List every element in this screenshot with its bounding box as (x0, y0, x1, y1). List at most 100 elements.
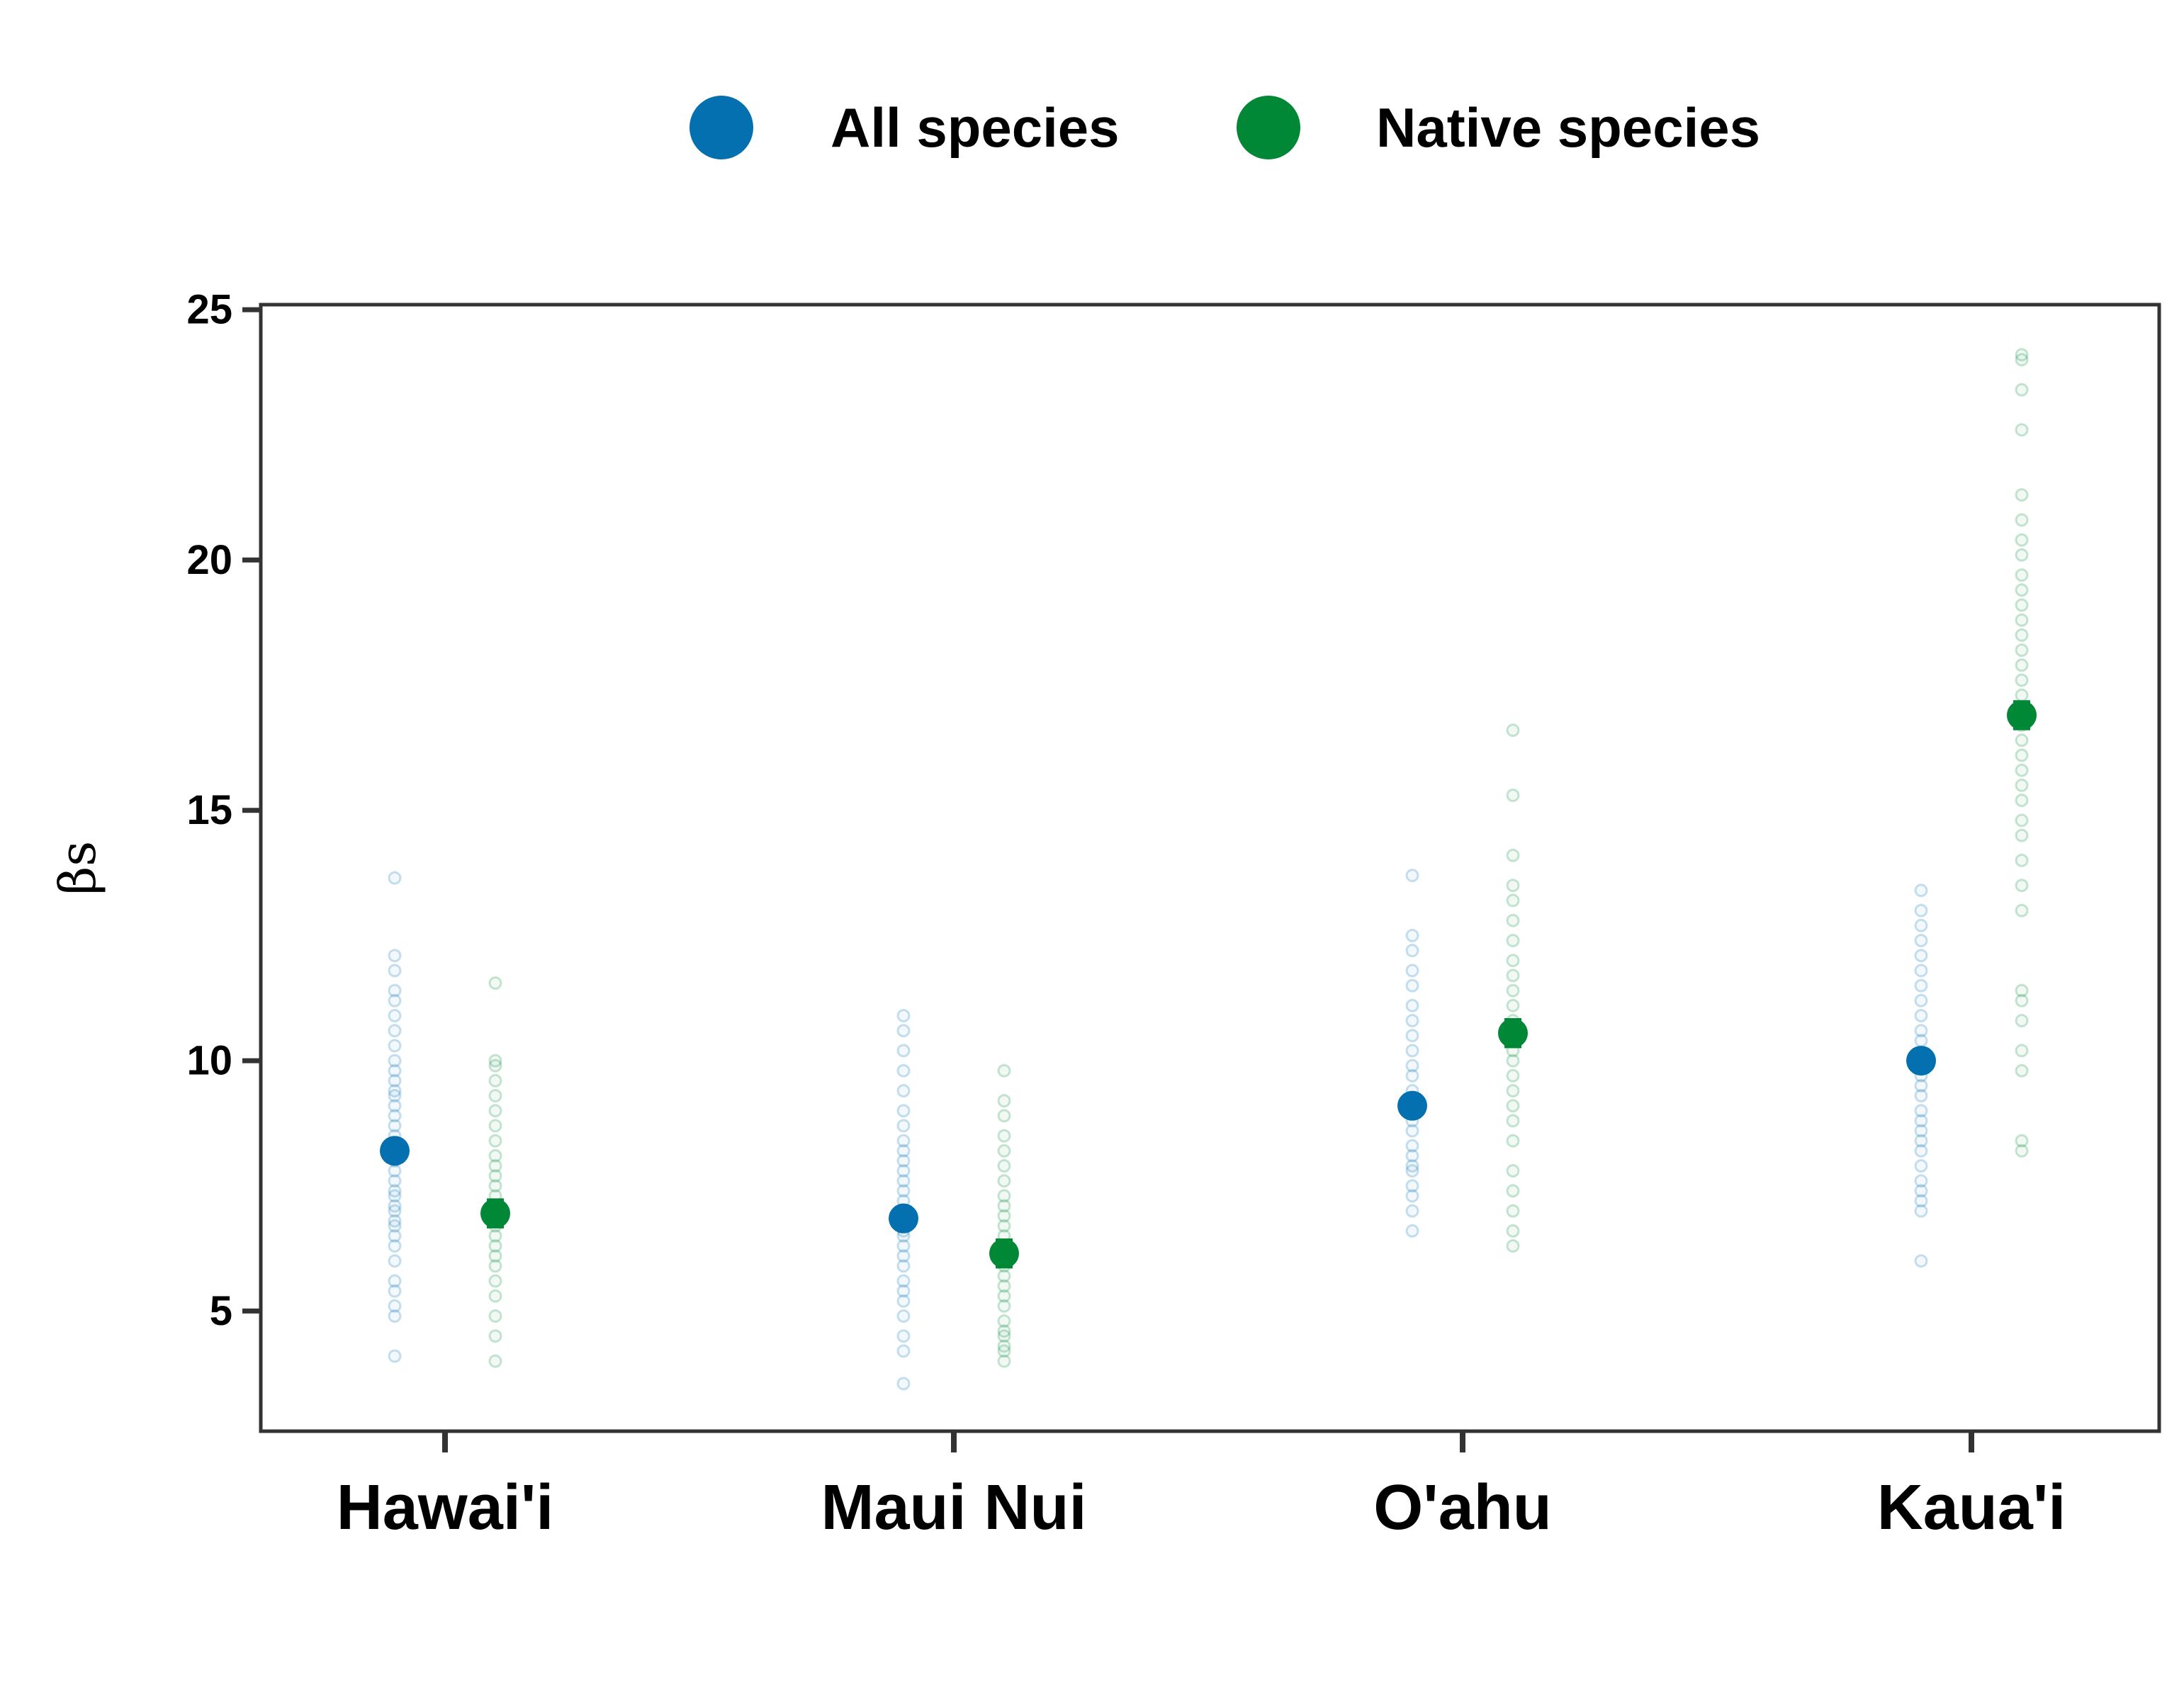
sample-point-native-species (1506, 969, 1520, 983)
sample-point-native-species (1506, 789, 1520, 802)
sample-point-native-species (997, 1279, 1011, 1293)
sample-point-all-species (1405, 978, 1419, 993)
y-tick-label: 10 (186, 1038, 232, 1084)
sample-point-native-species (997, 1094, 1011, 1108)
sample-point-all-species (1914, 1144, 1928, 1158)
sample-point-native-species (1506, 1099, 1520, 1113)
mean-point-all-species (1906, 1046, 1936, 1076)
sample-point-native-species (488, 1309, 502, 1323)
sample-point-all-species (1405, 869, 1419, 883)
sample-point-native-species (2015, 763, 2029, 777)
sample-point-all-species (388, 1189, 402, 1203)
sample-point-all-species (896, 1329, 911, 1343)
sample-point-all-species (1405, 964, 1419, 978)
sample-point-native-species (1506, 1134, 1520, 1148)
legend: All species Native species (689, 96, 1760, 159)
sample-point-all-species (896, 1249, 911, 1263)
sample-point-native-species (2015, 778, 2029, 792)
sample-point-native-species (1506, 848, 1520, 862)
legend-marker-all-species (689, 96, 753, 159)
sample-point-all-species (896, 1377, 911, 1391)
sample-point-native-species (2015, 1044, 2029, 1058)
sample-point-all-species (388, 1099, 402, 1113)
sample-point-native-species (2015, 533, 2029, 547)
plot-frame (259, 303, 2161, 1433)
sample-point-native-species (2015, 348, 2029, 362)
sample-point-native-species (488, 1289, 502, 1303)
sample-point-all-species (1405, 1148, 1419, 1163)
sample-point-native-species (2015, 548, 2029, 562)
sample-point-all-species (1405, 928, 1419, 942)
x-tick-label: Hawai'i (337, 1472, 554, 1543)
sample-point-all-species (1405, 1044, 1419, 1058)
sample-point-all-species (1914, 1024, 1928, 1038)
sample-point-native-species (1506, 1054, 1520, 1068)
sample-point-native-species (2015, 628, 2029, 642)
sample-point-all-species (388, 1054, 402, 1068)
sample-point-native-species (488, 1159, 502, 1173)
sample-point-all-species (388, 1109, 402, 1123)
sample-point-all-species (1405, 1068, 1419, 1083)
sample-point-all-species (388, 871, 402, 885)
sample-point-native-species (2015, 828, 2029, 842)
sample-point-native-species (997, 1159, 1011, 1173)
sample-point-all-species (1914, 978, 1928, 993)
legend-label-native-species: Native species (1376, 96, 1760, 159)
sample-point-all-species (388, 1214, 402, 1228)
sample-point-all-species (388, 1009, 402, 1022)
sample-point-all-species (388, 1284, 402, 1298)
sample-point-all-species (1914, 1194, 1928, 1208)
sample-point-all-species (896, 1344, 911, 1358)
legend-item-all-species: All species (689, 96, 1120, 159)
sample-point-native-species (1506, 1184, 1520, 1198)
sample-point-native-species (997, 1174, 1011, 1188)
sample-point-native-species (488, 1249, 502, 1263)
sample-point-native-species (1506, 879, 1520, 893)
sample-point-all-species (388, 1024, 402, 1038)
sample-point-all-species (388, 983, 402, 998)
sample-point-all-species (388, 949, 402, 963)
sample-point-all-species (1405, 944, 1419, 958)
sample-point-native-species (2015, 983, 2029, 998)
sample-point-all-species (388, 1073, 402, 1088)
sample-point-native-species (997, 1299, 1011, 1313)
sample-point-all-species (1405, 998, 1419, 1012)
y-tick-label: 5 (210, 1288, 232, 1334)
sample-point-all-species (896, 1084, 911, 1097)
sample-point-all-species (896, 1184, 911, 1198)
sample-point-native-species (1506, 1068, 1520, 1083)
mean-point-native-species (480, 1198, 510, 1229)
sample-point-native-species (488, 1134, 502, 1148)
sample-point-all-species (1405, 1164, 1419, 1178)
sample-point-all-species (896, 1063, 911, 1078)
sample-point-native-species (488, 1059, 502, 1073)
mean-point-all-species (889, 1203, 918, 1234)
sample-point-native-species (2015, 794, 2029, 808)
sample-point-native-species (1506, 913, 1520, 927)
sample-point-all-species (896, 1044, 911, 1058)
sample-point-all-species (1914, 1009, 1928, 1022)
sample-point-all-species (388, 1254, 402, 1268)
sample-point-all-species (1914, 1184, 1928, 1198)
sample-point-all-species (1914, 903, 1928, 918)
sample-point-native-species (2015, 853, 2029, 867)
sample-point-native-species (2015, 423, 2029, 437)
mean-point-all-species (1397, 1090, 1427, 1121)
sample-point-native-species (1506, 1239, 1520, 1253)
sample-point-all-species (388, 1089, 402, 1102)
sample-point-native-species (1506, 1224, 1520, 1238)
sample-point-native-species (1506, 954, 1520, 968)
sample-point-all-species (1405, 1204, 1419, 1218)
y-tick-label: 25 (186, 287, 232, 333)
sample-point-all-species (896, 1144, 911, 1158)
sample-point-native-species (488, 1148, 502, 1163)
y-tick-label: 15 (186, 787, 232, 833)
sample-point-native-species (488, 1073, 502, 1088)
sample-point-native-species (1506, 1114, 1520, 1128)
sample-point-native-species (2015, 903, 2029, 918)
sample-point-native-species (2015, 733, 2029, 747)
legend-marker-native-species (1237, 96, 1300, 159)
sample-point-native-species (997, 1314, 1011, 1328)
sample-point-native-species (1506, 1164, 1520, 1178)
sample-point-native-species (997, 1354, 1011, 1368)
